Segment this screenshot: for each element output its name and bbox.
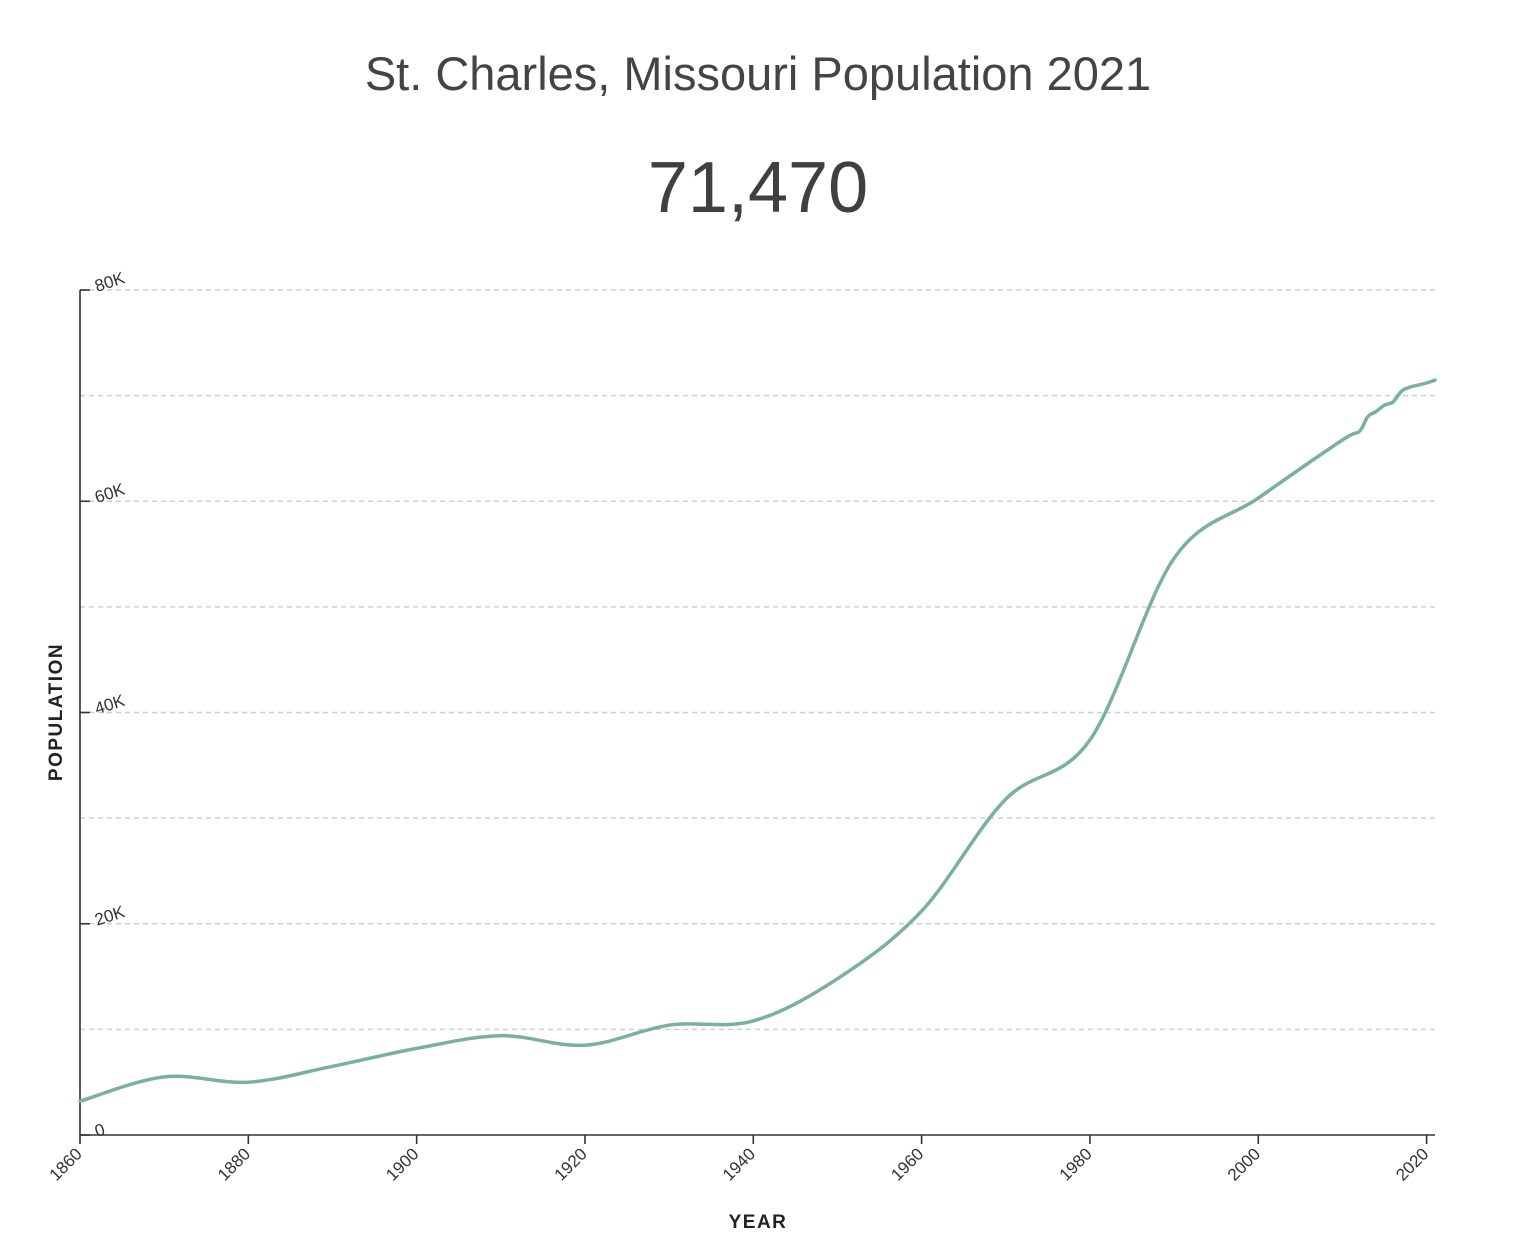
chart-title: St. Charles, Missouri Population 2021: [364, 47, 1152, 100]
x-tick-label: 1880: [214, 1144, 254, 1184]
grid-lines: [80, 289, 1435, 1031]
y-axis-title: POPULATION: [46, 643, 67, 781]
x-tick-label: 2020: [1392, 1144, 1432, 1184]
series-layer: [78, 378, 1437, 1103]
x-axis-title: YEAR: [729, 1212, 788, 1233]
y-tick-label: 0: [92, 1120, 107, 1141]
x-tick-label: 1940: [719, 1144, 759, 1184]
axes: [79, 289, 1435, 1144]
x-tick-label: 1980: [1056, 1144, 1096, 1184]
y-tick-label: 60K: [92, 479, 127, 507]
x-tick-label: 1920: [551, 1144, 591, 1184]
tick-labels: 0 20K 40K 60K 80K 1860 1880 1900 1920 1940 1960 198…: [46, 268, 1433, 1184]
population-series-line: [78, 378, 1437, 1103]
y-tick-label: 40K: [92, 691, 127, 719]
x-tick-label: 1960: [887, 1144, 927, 1184]
y-tick-label: 20K: [92, 902, 127, 930]
x-tick-label: 1900: [382, 1144, 422, 1184]
x-tick-label: 1860: [46, 1144, 86, 1184]
y-tick-label: 80K: [92, 268, 127, 296]
x-tick-label: 2000: [1224, 1144, 1264, 1184]
population-value: 71,470: [647, 148, 869, 228]
